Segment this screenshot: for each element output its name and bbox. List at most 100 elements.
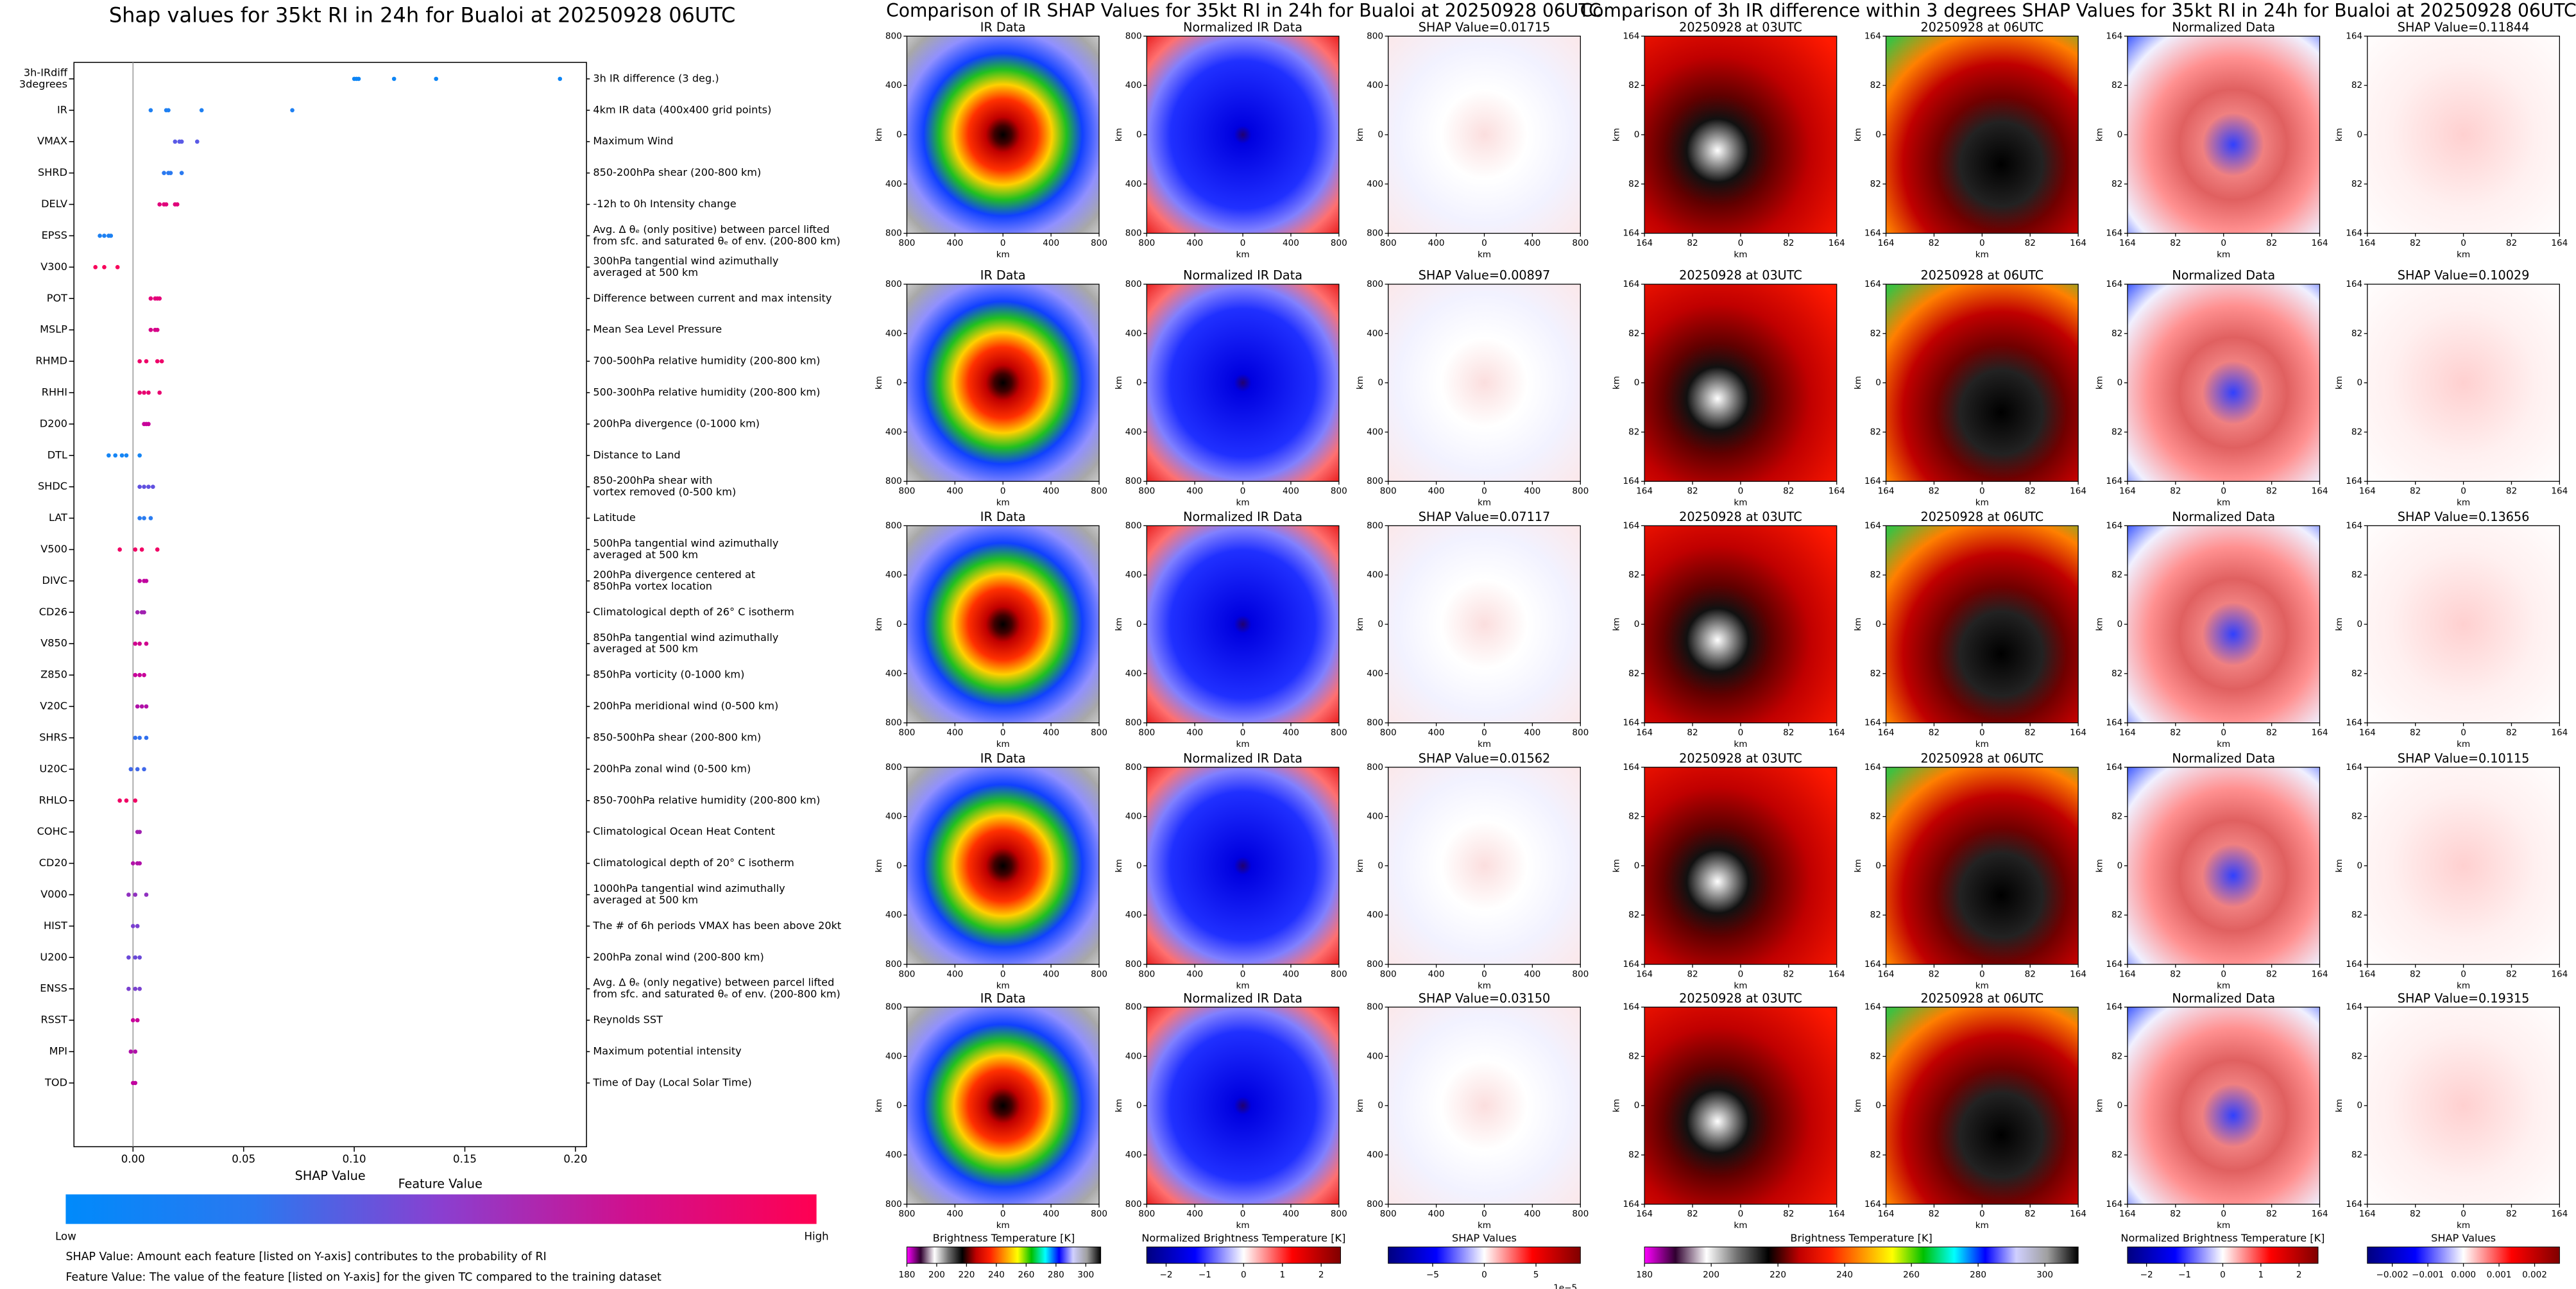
x-tick-label: 0	[1000, 1209, 1006, 1219]
y-tick-label: 400	[885, 427, 902, 437]
x-tick-label: 400	[946, 238, 963, 248]
y-axis-label: km	[1612, 617, 1622, 631]
panel-image	[1388, 284, 1581, 482]
x-tick-label: 82	[2170, 486, 2181, 497]
panel-image	[1644, 767, 1837, 965]
point	[137, 861, 142, 866]
x-tick-label: 800	[1091, 728, 1107, 738]
point	[179, 139, 184, 144]
x-tick-label: 0	[1738, 969, 1744, 979]
y-axis-label: km	[1612, 859, 1622, 873]
point	[290, 108, 294, 113]
panel-title: Normalized IR Data	[1183, 509, 1302, 524]
x-tick-label: 82	[2266, 1209, 2277, 1219]
x-tick-label: 82	[2266, 486, 2277, 497]
point	[126, 892, 131, 897]
point	[108, 234, 114, 238]
x-tick-label: 0.10	[343, 1153, 366, 1165]
x-tick-label: 800	[1572, 238, 1589, 248]
y-tick-label: 400	[1125, 812, 1142, 822]
category-label: U200	[40, 951, 67, 963]
y-tick-label: 82	[1870, 179, 1881, 189]
y-tick-label: 82	[2351, 329, 2362, 339]
y-tick-label: 800	[885, 520, 902, 531]
point	[151, 484, 155, 490]
feature-description: 200hPa zonal wind (0-500 km)	[593, 762, 751, 774]
panel-image	[1147, 1007, 1339, 1204]
y-tick-label: 82	[1870, 812, 1881, 822]
y-tick-label: 82	[1628, 80, 1639, 90]
x-tick-label: 400	[1283, 969, 1299, 979]
y-tick-label: 82	[2111, 1051, 2122, 1061]
y-tick-label: 82	[1870, 329, 1881, 339]
y-tick-label: 0	[2357, 130, 2362, 140]
x-axis-label: km	[1734, 250, 1747, 260]
x-tick-label: 400	[1043, 969, 1059, 979]
y-tick-label: 800	[885, 1002, 902, 1012]
x-tick-label: 800	[1138, 238, 1155, 248]
point	[148, 516, 153, 520]
point	[146, 390, 151, 395]
y-axis-label: km	[2094, 128, 2104, 141]
x-axis-label: km	[2457, 739, 2470, 749]
y-tick-label: 0	[2117, 1100, 2123, 1111]
point	[133, 1080, 138, 1086]
category-label: RHMD	[35, 355, 67, 367]
point	[168, 171, 173, 175]
x-tick-label: 0	[1979, 969, 1985, 979]
colorbar-tick-label: 1	[2258, 1270, 2264, 1280]
x-tick-label: 82	[2266, 238, 2277, 248]
y-axis-label: km	[1114, 376, 1124, 389]
point	[135, 610, 140, 615]
x-axis-label: km	[1975, 498, 1989, 508]
feature-description: 700-500hPa relative humidity (200-800 km…	[593, 355, 820, 367]
x-axis-label: km	[1734, 1220, 1747, 1231]
x-tick-label: 0	[1240, 238, 1246, 248]
panel-title: Normalized Data	[2172, 991, 2275, 1005]
panel-title: Normalized Data	[2172, 268, 2275, 283]
x-tick-label: 0	[2221, 1209, 2226, 1219]
y-tick-label: 400	[885, 669, 902, 679]
panel-image	[1388, 36, 1581, 234]
feature-description: Time of Day (Local Solar Time)	[592, 1076, 751, 1088]
panel-image	[1644, 1007, 1837, 1204]
panel-image	[1147, 767, 1339, 965]
y-tick-label: 82	[1628, 910, 1639, 920]
panel-image	[1644, 36, 1837, 234]
x-tick-label: 82	[1687, 486, 1698, 497]
y-tick-label: 82	[2111, 427, 2122, 437]
x-tick-label: 0	[2221, 728, 2226, 738]
y-tick-label: 400	[885, 329, 902, 339]
x-axis-label: km	[996, 250, 1010, 260]
category-label: Z850	[40, 669, 67, 681]
y-tick-label: 800	[885, 959, 902, 969]
x-tick-label: 800	[1331, 969, 1347, 979]
x-tick-label: 164	[1829, 969, 1845, 979]
x-tick-label: 800	[1380, 969, 1397, 979]
x-axis-label: km	[2457, 1220, 2470, 1231]
colorbar-label: Normalized Brightness Temperature [K]	[1141, 1232, 1345, 1244]
feature-description: averaged at 500 km	[593, 643, 698, 655]
panel-image	[1388, 1007, 1581, 1204]
y-tick-label: 164	[2106, 718, 2122, 728]
x-tick-label: 164	[2312, 969, 2328, 979]
x-tick-label: 400	[1428, 238, 1445, 248]
x-tick-label: 164	[1878, 728, 1895, 738]
y-tick-label: 0	[1378, 1100, 1383, 1111]
colorbar-tick-label: 300	[2036, 1270, 2053, 1280]
y-tick-label: 0	[1875, 860, 1881, 871]
panel-title: 20250928 at 06UTC	[1921, 268, 2044, 283]
x-tick-label: 0	[1738, 728, 1744, 738]
y-axis-label: km	[2334, 376, 2344, 389]
panel-image	[1147, 525, 1339, 723]
x-tick-label: 400	[1283, 728, 1299, 738]
x-tick-label: 82	[2170, 1209, 2181, 1219]
y-axis-label: km	[874, 859, 884, 873]
colorbar-tick-label: 0	[2220, 1270, 2226, 1280]
x-axis-label: km	[1236, 1220, 1250, 1231]
panel-title: Normalized Data	[2172, 509, 2275, 524]
panel-title: Normalized Data	[2172, 20, 2275, 35]
y-tick-label: 164	[2106, 1199, 2122, 1209]
x-tick-label: 164	[1636, 969, 1653, 979]
